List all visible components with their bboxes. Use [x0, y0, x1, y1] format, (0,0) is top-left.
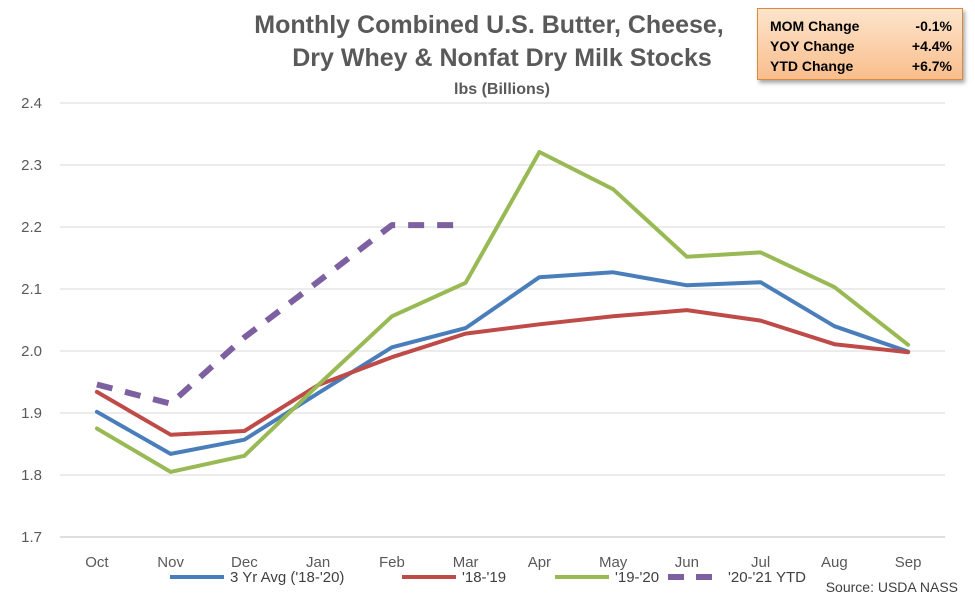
stat-row-ytd: YTD Change +6.7%: [770, 56, 952, 76]
y-tick-label: 2.4: [21, 95, 42, 112]
x-tick-label: Oct: [85, 554, 109, 571]
legend: 3 Yr Avg ('18-'20) '18-'19 '19-'20 '20-'21 …: [170, 569, 806, 586]
legend-label: '19-'20: [615, 569, 659, 586]
x-tick-label: Apr: [528, 554, 551, 571]
x-tick-label: Jan: [306, 554, 330, 571]
change-stats-box: MOM Change -0.1% YOY Change +4.4% YTD Ch…: [757, 8, 963, 80]
series-line-1: [94, 308, 911, 437]
stat-row-yoy: YOY Change +4.4%: [770, 36, 952, 56]
series-line-3: [96, 222, 466, 407]
stat-label: MOM Change: [770, 18, 860, 34]
x-tick-label: Nov: [157, 554, 184, 571]
legend-label: '20-'21 YTD: [728, 569, 806, 586]
x-tick-label: Jun: [675, 554, 699, 571]
y-tick-label: 1.7: [21, 529, 42, 546]
x-tick-label: Dec: [231, 554, 258, 571]
y-tick-label: 1.8: [21, 467, 42, 484]
y-tick-label: 2.2: [21, 219, 42, 236]
x-tick-label: Mar: [453, 554, 479, 571]
gridlines: [60, 102, 945, 538]
y-tick-label: 1.9: [21, 405, 42, 422]
y-tick-label: 2.1: [21, 281, 42, 298]
x-tick-label: Aug: [821, 554, 848, 571]
series-lines: [94, 150, 911, 474]
y-tick-label: 2.0: [21, 343, 42, 360]
stat-value: +4.4%: [911, 38, 952, 54]
stat-value: -0.1%: [915, 18, 952, 34]
stat-label: YOY Change: [770, 38, 855, 54]
series-line-2: [94, 150, 911, 474]
chart-title-line-1: Monthly Combined U.S. Butter, Cheese,: [254, 11, 724, 39]
x-axis-ticks: Oct Nov Dec Jan Feb Mar Apr May Jun Jul Aug Sep: [85, 554, 921, 571]
legend-label: 3 Yr Avg ('18-'20): [230, 569, 344, 586]
x-tick-label: Jul: [751, 554, 770, 571]
x-tick-label: Sep: [895, 554, 922, 571]
stat-label: YTD Change: [770, 58, 854, 74]
series-line-0: [94, 270, 911, 456]
chart-subtitle: lbs (Billions): [454, 81, 550, 98]
source-note: Source: USDA NASS: [826, 579, 958, 595]
x-tick-label: May: [599, 554, 628, 571]
y-tick-label: 2.3: [21, 157, 42, 174]
stat-row-mom: MOM Change -0.1%: [770, 16, 952, 36]
stat-value: +6.7%: [911, 58, 952, 74]
x-tick-label: Feb: [379, 554, 405, 571]
y-axis-ticks: 1.7 1.8 1.9 2.0 2.1 2.2 2.3 2.4: [21, 95, 42, 546]
legend-label: '18-'19: [462, 569, 506, 586]
chart-title-line-2: Dry Whey & Nonfat Dry Milk Stocks: [292, 44, 712, 72]
